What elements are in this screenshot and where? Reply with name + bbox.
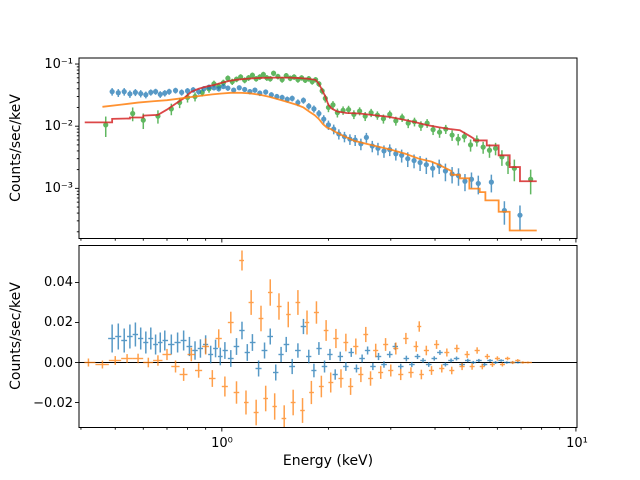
bottom-panel: [75, 245, 578, 432]
top-ytick-label-1e-2: 10⁻²: [44, 119, 73, 134]
bottom-panel-ticks: [75, 282, 577, 432]
rendered-panels: [75, 57, 578, 432]
top-ytick-label-1e-3: 10⁻³: [44, 181, 73, 196]
bottom-ytick-label-0.04: 0.04: [44, 275, 73, 290]
orange-residuals: [84, 250, 532, 428]
xtick-label-1kev: 10⁰: [211, 436, 233, 451]
top-panel: [75, 57, 578, 243]
red-model-line: [84, 76, 537, 183]
bottom-ytick-label-0.00: 0.00: [44, 356, 73, 371]
top-panel-series: [84, 70, 537, 232]
bottom-y-axis-title: Counts/sec/keV: [8, 282, 24, 390]
top-panel-ticks: [75, 63, 577, 243]
green-data-points: [103, 70, 534, 195]
bottom-panel-border: [78, 245, 578, 428]
bottom-panel-series: [79, 250, 577, 428]
x-axis-title: Energy (keV): [283, 453, 373, 469]
xtick-label-10kev: 10¹: [566, 436, 588, 451]
top-y-axis-title: Counts/sec/keV: [8, 94, 24, 202]
orange-model-line: [102, 91, 537, 232]
top-ytick-label-1e-1: 10⁻¹: [44, 57, 73, 72]
bottom-ytick-label-0.02: 0.02: [44, 315, 73, 330]
blue-residuals: [108, 318, 522, 381]
bottom-ytick-label-neg0.02: −0.02: [33, 396, 73, 411]
